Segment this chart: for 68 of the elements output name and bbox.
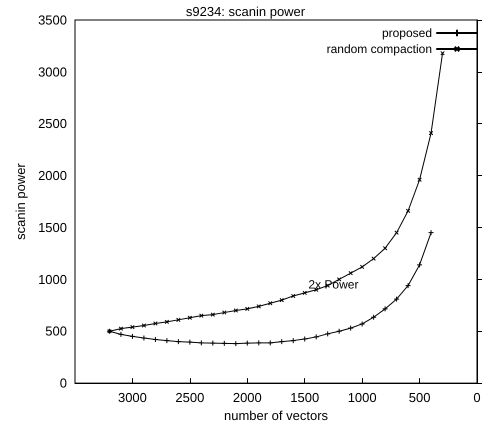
x-tick-label: 2000 [232,390,262,406]
point [256,304,262,309]
y-tick-label: 500 [45,324,67,339]
point [371,256,376,261]
point [198,340,204,346]
point [360,264,364,270]
point [256,340,262,346]
point [118,326,124,331]
point [142,323,146,328]
point [348,270,353,276]
point [199,313,204,318]
point [221,340,228,346]
point [245,306,250,312]
point [370,314,377,320]
point [348,325,354,332]
point [268,300,273,306]
y-tick-label: 3500 [38,12,67,28]
point [153,321,158,326]
x-tick-label: 0 [473,390,481,406]
y-tick-label: 2500 [38,116,67,132]
point [164,320,170,324]
point [164,338,170,344]
point [417,177,422,182]
x-tick-label: 500 [408,390,430,406]
point [405,282,412,289]
point [382,306,388,312]
point [279,298,284,302]
point [176,318,181,322]
legend-label: random compaction [326,42,432,56]
point [234,308,238,313]
y-tick-label: 2000 [38,168,67,184]
point [130,324,135,330]
x-tick-label: 1500 [290,390,320,406]
point [129,333,136,340]
point [336,328,342,334]
point [290,294,296,298]
point [324,330,331,337]
point [313,334,320,340]
x-tick-label: 1000 [348,390,377,406]
point [290,338,296,344]
point [118,331,124,338]
x-axis-title: number of vectors [224,408,329,423]
point [278,338,285,345]
point [232,340,239,347]
y-tick-label: 0 [60,376,67,391]
point [210,312,216,317]
point [394,230,399,235]
point [244,340,250,346]
y-tick-label: 3000 [38,64,67,80]
point [406,208,410,214]
point [302,290,307,296]
point [175,338,182,345]
point [210,340,216,346]
point [382,246,388,250]
point [267,340,274,346]
x-tick-label: 2500 [175,390,204,406]
y-axis-title: scanin power [13,162,28,240]
y-tick-label: 1000 [38,272,67,287]
x-tick-label: 3000 [118,390,147,406]
y-tick-label: 1500 [38,220,67,235]
point [188,315,192,320]
point [428,130,434,136]
point [186,339,193,346]
point [416,262,423,268]
chart-title: s9234: scanin power [186,4,306,19]
point [394,296,400,302]
legend-label: proposed [382,26,432,40]
point [222,310,227,315]
